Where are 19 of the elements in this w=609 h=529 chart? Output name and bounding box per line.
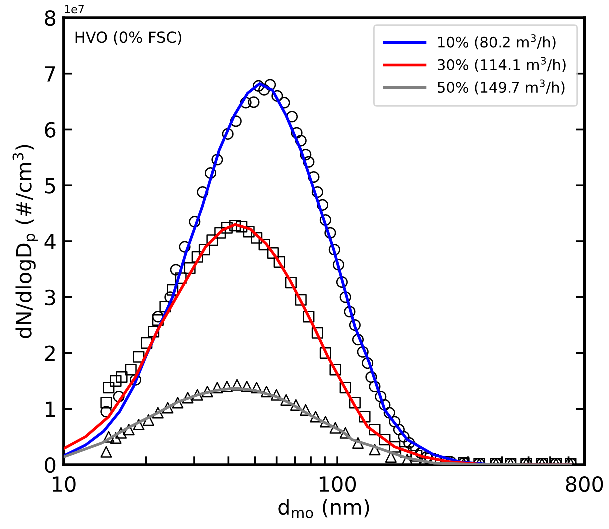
annotation: HVO (0% FSC) bbox=[76, 31, 182, 46]
legend-label: 30% (114.1 m$^{3}$/h) bbox=[438, 57, 566, 72]
y-tick-label: 3 bbox=[45, 290, 56, 306]
text: 1e7 bbox=[65, 5, 84, 14]
x-tick-label: 100 bbox=[320, 476, 356, 492]
y-tick-label: 4 bbox=[44, 234, 56, 250]
y-tick-label: 5 bbox=[45, 178, 56, 194]
y-tick-label: 8 bbox=[45, 10, 56, 26]
legend-label: 50% (149.7 m$^{3}$/h) bbox=[438, 80, 565, 95]
x-tick-label: 10 bbox=[52, 476, 76, 492]
y-tick-label: 7 bbox=[45, 66, 56, 82]
legend-label: 10% (80.2 m$^{3}$/h) bbox=[438, 34, 556, 50]
x-tick-label: 800 bbox=[566, 476, 604, 492]
y-tick-label: 1 bbox=[46, 402, 56, 418]
x-axis-title: d$_{mo}$ (nm) bbox=[278, 499, 370, 518]
y-tick-label: 2 bbox=[45, 346, 55, 362]
y-tick-label: 6 bbox=[45, 122, 56, 138]
y-tick-label: 0 bbox=[45, 457, 56, 474]
y-axis-title: dN/dlogD$_{p}$ (#/cm$^{3}$) bbox=[12, 145, 38, 338]
